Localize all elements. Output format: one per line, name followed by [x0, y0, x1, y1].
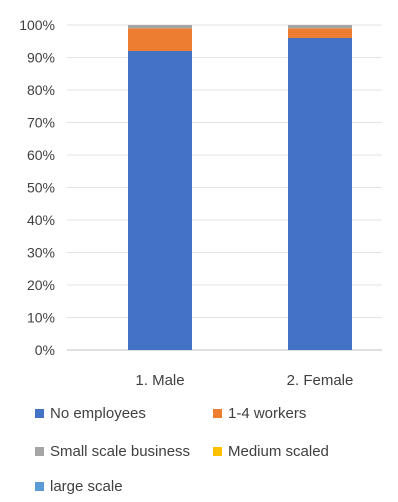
legend-item-medium-scaled: Medium scaled	[213, 443, 329, 460]
legend-swatch	[35, 409, 44, 418]
bar-segment	[128, 51, 192, 350]
y-tick-label: 100%	[19, 17, 55, 33]
y-tick-label: 40%	[27, 212, 55, 228]
x-axis-labels: 1. Male 2. Female	[135, 372, 353, 389]
y-tick-label: 0%	[35, 342, 55, 358]
stacked-bar-chart: 0% 10% 20% 30% 40% 50% 60% 70% 80% 90% 100% 1. Mal…	[19, 17, 382, 389]
legend-label: Small scale business	[50, 443, 191, 460]
y-tick-label: 60%	[27, 147, 55, 163]
bar-segment	[288, 28, 352, 38]
y-tick-label: 30%	[27, 245, 55, 261]
bar-segment	[288, 38, 352, 350]
legend-swatch	[213, 409, 222, 418]
legend-label: Medium scaled	[228, 443, 329, 460]
legend-item-no-employees: No employees	[35, 405, 146, 422]
y-tick-label: 10%	[27, 310, 55, 326]
legend-label: No employees	[50, 405, 146, 422]
legend-swatch	[35, 447, 44, 456]
legend-swatch	[35, 482, 44, 491]
y-tick-label: 20%	[27, 277, 55, 293]
x-category-label: 1. Male	[135, 372, 184, 389]
bar-segment	[128, 28, 192, 51]
legend-item-large-scale: large scale	[35, 478, 123, 495]
y-tick-label: 70%	[27, 115, 55, 131]
y-tick-label: 80%	[27, 82, 55, 98]
legend-label: large scale	[50, 478, 123, 495]
y-tick-label: 90%	[27, 50, 55, 66]
legend-item-1-4-workers: 1-4 workers	[213, 405, 306, 422]
x-category-label: 2. Female	[287, 372, 354, 389]
legend-label: 1-4 workers	[228, 405, 307, 422]
y-tick-label: 50%	[27, 180, 55, 196]
legend-item-small-scale-business: Small scale business	[35, 443, 190, 460]
legend-swatch	[213, 447, 222, 456]
y-axis-ticks: 0% 10% 20% 30% 40% 50% 60% 70% 80% 90% 100%	[19, 17, 55, 358]
bar-segment	[128, 25, 192, 29]
bar-segment	[288, 25, 352, 29]
bars	[128, 25, 352, 350]
